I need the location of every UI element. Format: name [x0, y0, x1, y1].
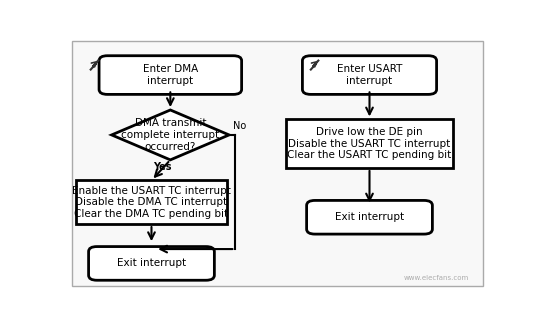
FancyBboxPatch shape	[307, 201, 432, 234]
Polygon shape	[111, 110, 229, 160]
Text: Enter DMA
interrupt: Enter DMA interrupt	[143, 64, 198, 86]
Bar	[76, 180, 227, 224]
FancyBboxPatch shape	[302, 56, 437, 94]
FancyBboxPatch shape	[89, 247, 214, 280]
Text: No: No	[233, 121, 247, 131]
Text: Enter USART
interrupt: Enter USART interrupt	[337, 64, 402, 86]
Text: Exit interrupt: Exit interrupt	[335, 212, 404, 222]
Text: Exit interrupt: Exit interrupt	[117, 259, 186, 268]
FancyBboxPatch shape	[99, 56, 242, 94]
Text: DMA transmit
complete interrupt
occurred?: DMA transmit complete interrupt occurred…	[121, 118, 220, 152]
Text: Yes: Yes	[153, 162, 171, 172]
Text: Drive low the DE pin
Disable the USART TC interrupt
Clear the USART TC pending b: Drive low the DE pin Disable the USART T…	[287, 127, 452, 160]
Bar	[286, 119, 453, 168]
Text: www.elecfans.com: www.elecfans.com	[404, 275, 469, 281]
Text: Enable the USART TC interrupt
Disable the DMA TC interrupt
Clear the DMA TC pend: Enable the USART TC interrupt Disable th…	[72, 186, 231, 219]
